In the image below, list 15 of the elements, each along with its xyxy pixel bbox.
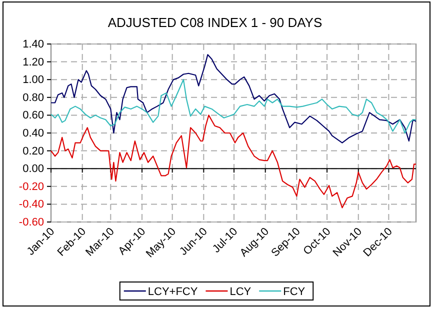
legend-label: FCY [283, 286, 306, 298]
y-tick-label: 0.80 [22, 92, 44, 104]
y-tick-label: 0.60 [22, 110, 44, 122]
legend-label: LCY+FCY [148, 286, 198, 298]
y-tick-label: -0.20 [18, 180, 44, 193]
y-tick-label: -0.60 [18, 216, 44, 229]
y-tick-label: 0.00 [22, 163, 44, 176]
chart-title: ADJUSTED C08 INDEX 1 - 90 DAYS [108, 15, 322, 30]
y-tick-label: 0.40 [22, 128, 44, 140]
y-tick-label: -0.40 [18, 198, 44, 211]
y-tick-label: 1.40 [22, 38, 44, 51]
legend-label: LCY [230, 286, 252, 298]
y-tick-label: 1.20 [22, 56, 44, 68]
y-tick-label: 1.00 [22, 74, 44, 86]
y-tick-label: 0.20 [22, 145, 44, 158]
